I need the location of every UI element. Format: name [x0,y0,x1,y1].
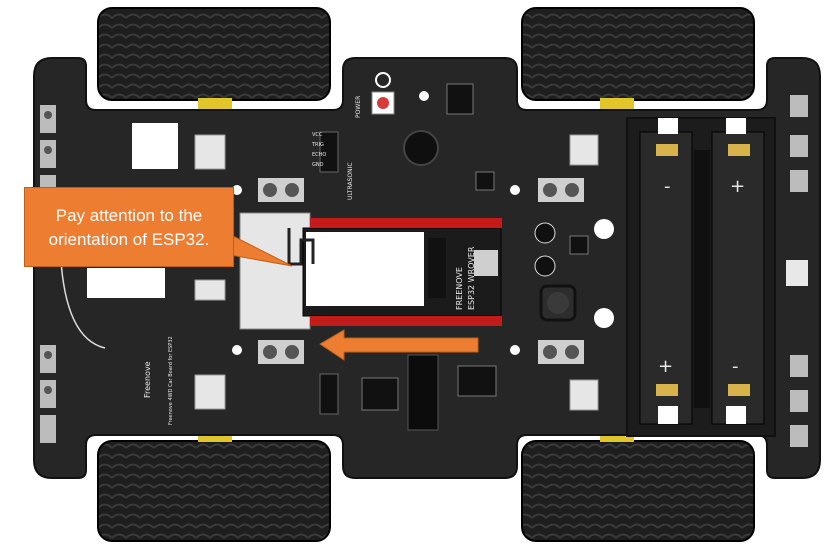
freenove-label: FREENOVE [455,267,464,310]
power-label: POWER [355,96,362,118]
orientation-callout: Pay attention to the orientation of ESP3… [24,187,234,267]
wheel-front-right [521,7,755,101]
gnd-label: GND [312,162,324,168]
wheel-rear-right [521,440,755,542]
wire-connectors [194,134,599,411]
wheel-front-left [97,7,331,101]
label-sticker [132,123,178,169]
board-name-label: Freenove 4WD Car Board for ESP32 [168,336,174,425]
ultrasonic-header [319,131,339,415]
brand-label: Freenove [143,361,152,398]
capacitors [534,222,556,277]
battery-plus-bottom: + [658,356,673,377]
echo-label: ECHO [312,152,326,158]
screw-terminals [258,178,584,364]
ic-chips [361,83,589,411]
vcc-label: VCC [312,132,323,138]
power-button [371,72,395,115]
esp32-module [239,212,502,330]
battery-holder [626,117,776,437]
trig-label: TRIG [311,142,324,148]
ultrasonic-label: ULTRASONIC [347,162,354,200]
buzzer [403,130,439,166]
mounting-holes [232,91,614,355]
battery-minus-top: - [664,176,671,197]
side-module [87,268,165,298]
wheel-rear-left [97,440,331,542]
right-edge-components [786,95,808,447]
battery-plus-top: + [730,176,745,197]
callout-line-1: Pay attention to the [55,206,203,225]
esp32-wrover-label: ESP32 WROVER [467,246,476,310]
orientation-arrow [319,329,479,361]
battery-minus-bottom: - [732,356,739,377]
callout-line-2: orientation of ESP32. [48,230,210,249]
servo-header [407,354,439,431]
